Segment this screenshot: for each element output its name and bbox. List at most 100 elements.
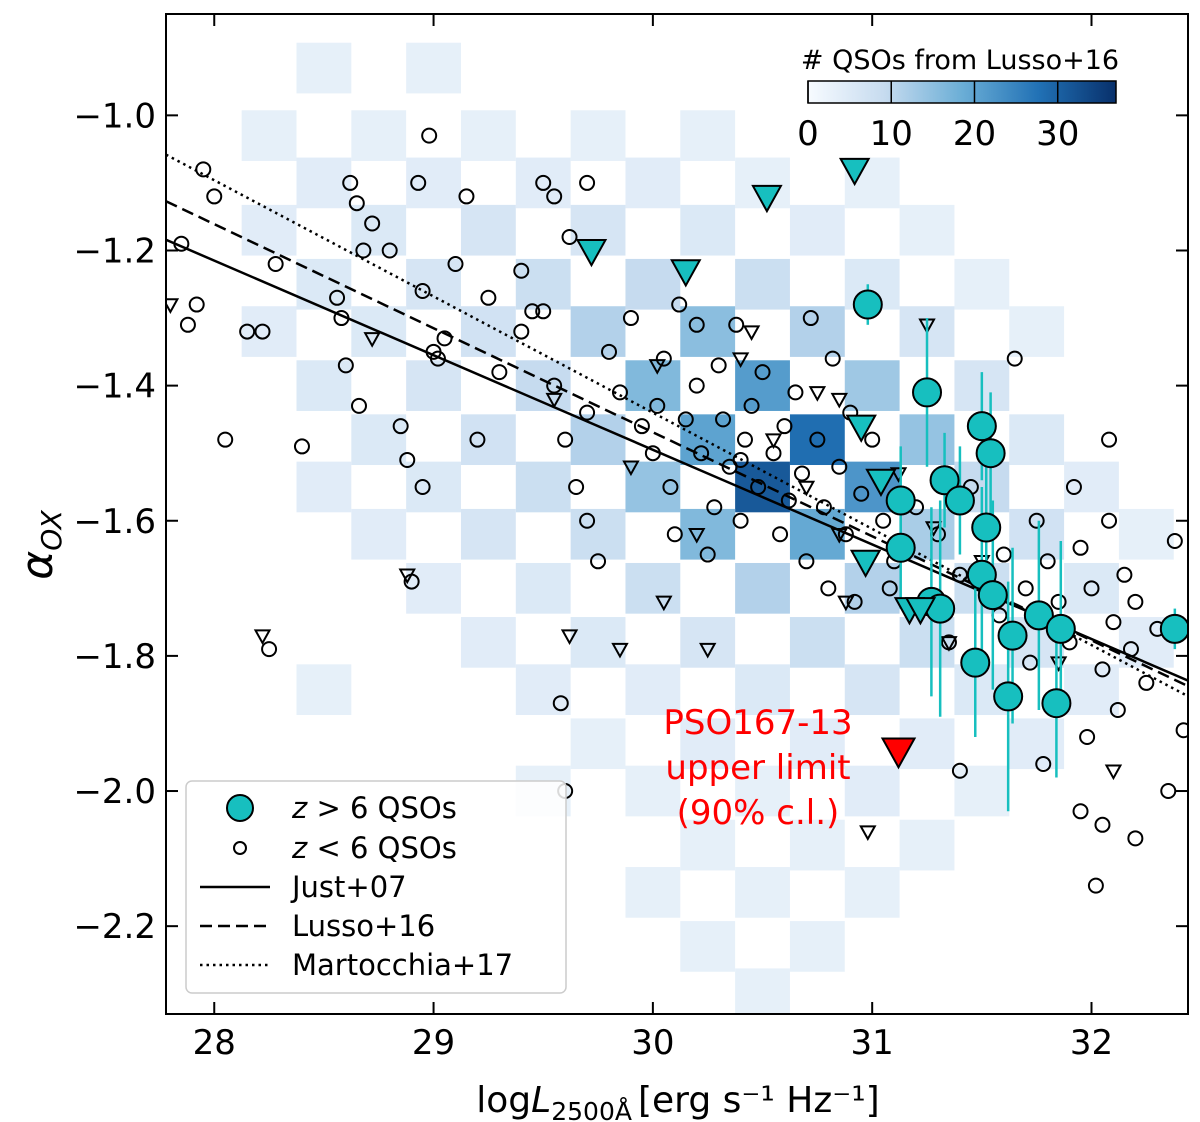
density-cell xyxy=(570,306,626,357)
low-z-upper-limit xyxy=(622,460,640,477)
low-z-point xyxy=(809,431,826,448)
low-z-point xyxy=(1160,783,1177,800)
low-z-upper-limit xyxy=(940,636,958,652)
low-z-point xyxy=(1101,512,1118,529)
low-z-point xyxy=(179,316,196,333)
density-cell xyxy=(789,819,845,871)
density-cell xyxy=(1009,306,1065,357)
high-z-upper-limit xyxy=(849,549,882,579)
x-tick-label: 32 xyxy=(1070,1023,1113,1063)
density-cell xyxy=(625,562,681,614)
low-z-point xyxy=(1175,722,1188,739)
density-cell xyxy=(296,42,352,94)
low-z-point xyxy=(333,310,350,327)
low-z-point xyxy=(772,526,789,543)
low-z-point xyxy=(491,364,508,381)
density-cell xyxy=(735,664,790,716)
low-z-point xyxy=(699,546,716,563)
density-cell xyxy=(515,157,571,209)
density-cell xyxy=(1009,414,1065,466)
low-z-point xyxy=(561,228,578,245)
y-axis-label: αOX xyxy=(12,509,68,579)
low-z-point xyxy=(1022,654,1039,671)
density-cell xyxy=(789,921,845,972)
x-tick-label: 28 xyxy=(193,1023,236,1063)
high-z-point xyxy=(966,411,997,442)
low-z-point xyxy=(590,553,607,570)
density-cell xyxy=(789,414,845,466)
low-z-point xyxy=(217,431,234,448)
density-cell xyxy=(570,617,626,668)
low-z-point xyxy=(802,310,819,327)
low-z-point xyxy=(666,526,683,543)
high-z-point xyxy=(971,512,1002,543)
density-cell xyxy=(954,258,1010,310)
low-z-point xyxy=(1028,512,1045,529)
low-z-point xyxy=(853,485,870,502)
y-tick-label: −1.6 xyxy=(73,502,156,542)
colorbar-gradient xyxy=(807,80,1117,104)
density-cell xyxy=(515,461,571,513)
low-z-point xyxy=(1006,350,1023,367)
annotation-line-2: upper limit xyxy=(665,748,850,788)
density-cell xyxy=(680,306,736,357)
density-cell xyxy=(1064,461,1119,513)
density-cell xyxy=(844,664,900,716)
low-z-point xyxy=(732,512,749,529)
relation-line-martocchia17 xyxy=(166,153,1188,698)
low-z-point xyxy=(546,188,563,205)
density-cell xyxy=(680,508,736,560)
low-z-point xyxy=(743,397,760,414)
legend-label-high-z: z > 6 QSOs xyxy=(291,791,457,825)
density-cell xyxy=(680,110,736,161)
low-z-point xyxy=(831,458,848,475)
low-z-point xyxy=(447,256,464,272)
low-z-point xyxy=(649,397,666,414)
density-cell xyxy=(789,617,845,668)
density-cell xyxy=(406,42,461,94)
low-z-point xyxy=(633,418,650,435)
low-z-point xyxy=(1094,816,1111,833)
density-cell xyxy=(789,718,845,770)
density-cell xyxy=(351,110,407,161)
low-z-point xyxy=(436,330,453,347)
high-z-point xyxy=(977,580,1008,611)
x-tick-label: 31 xyxy=(851,1023,894,1063)
density-cell xyxy=(735,968,790,1014)
low-z-point xyxy=(1105,614,1122,631)
low-z-point xyxy=(820,580,837,597)
low-z-point xyxy=(1138,674,1155,691)
low-z-point xyxy=(579,512,596,529)
density-cell xyxy=(844,360,900,411)
low-z-point xyxy=(173,235,190,252)
low-z-point xyxy=(355,242,372,259)
low-z-point xyxy=(381,242,398,259)
low-z-point xyxy=(787,384,804,401)
low-z-point xyxy=(864,431,881,448)
density-cell xyxy=(735,360,790,411)
colorbar-ticks: 0 10 20 30 xyxy=(797,81,1079,154)
density-cell xyxy=(241,204,297,256)
density-cell xyxy=(625,157,681,209)
low-z-upper-limit xyxy=(560,629,579,646)
low-z-point xyxy=(1127,830,1144,847)
density-cell xyxy=(241,110,297,161)
low-z-point xyxy=(1072,539,1089,556)
density-cell xyxy=(515,664,571,716)
low-z-upper-limit xyxy=(859,825,877,841)
density-cell xyxy=(351,204,407,256)
low-z-point xyxy=(579,404,596,421)
density-cell xyxy=(680,921,736,972)
low-z-point xyxy=(736,431,753,448)
high-z-point xyxy=(1023,600,1054,631)
axis-ticks: 28 29 30 31 32 −1.0 −1.2 −1.4 −1.6 −1.8 −2.0 −2.2 xyxy=(73,14,1188,1063)
legend-marker-high-z xyxy=(226,794,254,822)
density-cell xyxy=(296,360,352,411)
x-axis-label: logL2500Å [erg s⁻¹ Hz⁻¹] xyxy=(476,1080,879,1122)
low-z-point xyxy=(188,296,205,313)
density-cell xyxy=(680,819,736,871)
low-z-point xyxy=(677,411,694,428)
low-z-point xyxy=(1127,593,1144,610)
low-z-upper-limit xyxy=(688,528,706,544)
density-cell xyxy=(351,414,407,466)
